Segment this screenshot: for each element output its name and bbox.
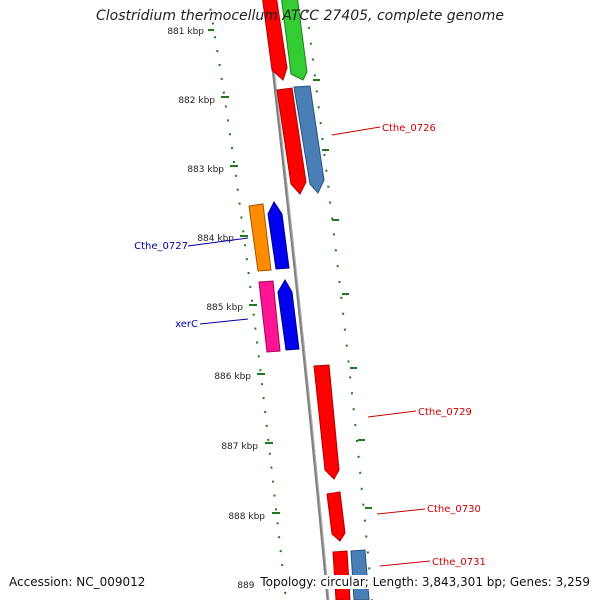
gene-label[interactable]: xerC [175, 319, 198, 330]
gene-label[interactable]: Cthe_0730 [427, 504, 481, 515]
ruler-label: 889 kbp [237, 581, 274, 591]
ruler-label: 883 kbp [187, 165, 224, 175]
gene-feature[interactable] [277, 279, 300, 351]
gene-feature[interactable] [281, 0, 308, 81]
ruler-label: 886 kbp [214, 372, 251, 382]
ruler-label: 882 kbp [178, 96, 215, 106]
gene-label[interactable]: Cthe_0727 [134, 241, 188, 252]
genome-summary-text: Topology: circular; Length: 3,843,301 bp… [258, 575, 590, 589]
ruler-label: 885 kbp [206, 303, 243, 313]
map-title: Clostridium thermocellum ATCC 27405, com… [96, 8, 504, 24]
ruler-label: 884 kbp [197, 234, 234, 244]
gene-label[interactable]: Cthe_0731 [432, 557, 486, 568]
gene-feature[interactable] [248, 203, 272, 272]
ruler-label: 881 kbp [167, 27, 204, 37]
outer-ticks [313, 79, 372, 509]
gene-feature[interactable] [313, 364, 340, 480]
ruler-label: 887 kbp [221, 442, 258, 452]
gene-feature[interactable] [262, 0, 288, 81]
gene-feature[interactable] [267, 201, 290, 270]
gene-labels: Cthe_0726 Cthe_0727 xerC Cthe_0729 Cthe_… [134, 123, 486, 568]
ruler-dotted-track [207, 0, 287, 600]
accession-text: Accession: NC_009012 [9, 575, 146, 589]
gene-feature[interactable] [258, 280, 281, 353]
gene-feature[interactable] [326, 491, 346, 542]
gene-feature[interactable] [276, 87, 307, 195]
gene-label[interactable]: Cthe_0726 [382, 123, 436, 134]
ruler-label: 888 kbp [228, 512, 265, 522]
gene-feature[interactable] [293, 85, 325, 194]
gene-features [248, 0, 370, 600]
gene-label[interactable]: Cthe_0729 [418, 407, 472, 418]
